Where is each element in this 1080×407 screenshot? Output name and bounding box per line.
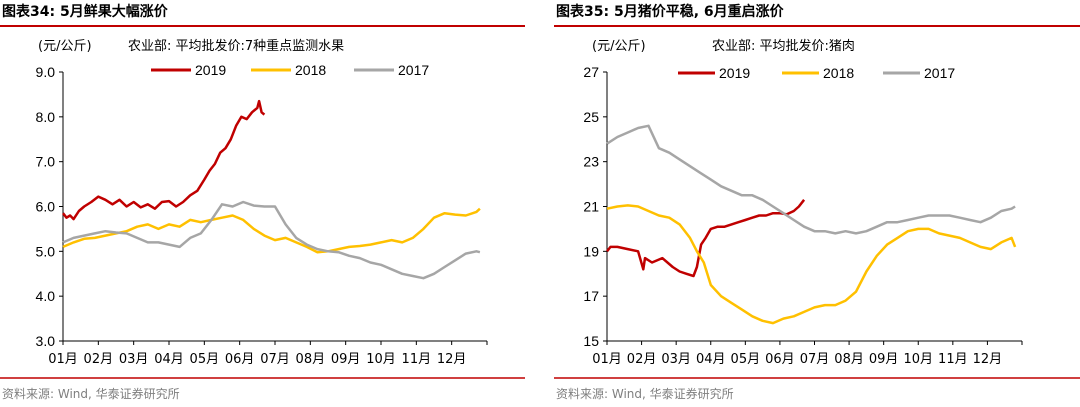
x-tick-label: 06月 xyxy=(225,352,255,367)
x-tick-label: 10月 xyxy=(366,352,396,367)
source-note: 资料来源: Wind, 华泰证券研究所 xyxy=(556,386,734,401)
legend-label-2019: 2019 xyxy=(195,62,226,78)
chart-panel-right: 图表35: 5月猪价平稳, 6月重启涨价 (元/公斤) 农业部: 平均批发价:猪… xyxy=(554,3,1080,401)
series-line-2017 xyxy=(62,200,481,280)
chart-subtitle: 农业部: 平均批发价:猪肉 xyxy=(712,38,855,54)
chart-title: 图表35: 5月猪价平稳, 6月重启涨价 xyxy=(556,3,785,20)
x-tick-label: 12月 xyxy=(973,352,1003,367)
legend-label-2019: 2019 xyxy=(719,65,750,81)
x-tick-label: 04月 xyxy=(696,352,726,367)
x-tick-label: 03月 xyxy=(119,352,149,367)
x-tick-label: 05月 xyxy=(731,352,761,367)
unit-label: (元/公斤) xyxy=(38,39,92,54)
y-tick-label: 23 xyxy=(583,154,599,170)
y-tick-label: 17 xyxy=(583,288,599,304)
y-tick-label: 7.0 xyxy=(36,154,56,170)
y-tick-label: 27 xyxy=(583,64,599,80)
x-tick-label: 02月 xyxy=(84,352,114,367)
y-tick-label: 19 xyxy=(583,243,599,259)
y-tick-label: 15 xyxy=(583,333,599,349)
x-tick-label: 12月 xyxy=(437,352,467,367)
x-tick-label: 01月 xyxy=(592,352,622,367)
chart-title: 图表34: 5月鲜果大幅涨价 xyxy=(2,3,169,20)
y-tick-label: 6.0 xyxy=(36,199,56,215)
series-line-2019 xyxy=(606,199,806,278)
y-tick-label: 8.0 xyxy=(36,109,56,125)
y-tick-label: 25 xyxy=(583,109,599,125)
x-tick-label: 03月 xyxy=(661,352,691,367)
series-line-2018 xyxy=(62,207,481,254)
x-tick-label: 04月 xyxy=(154,352,184,367)
legend-label-2017: 2017 xyxy=(924,65,955,81)
x-tick-label: 02月 xyxy=(627,352,657,367)
y-tick-label: 4.0 xyxy=(36,288,56,304)
series-line-2017 xyxy=(606,124,1016,235)
x-tick-label: 08月 xyxy=(296,352,326,367)
source-note: 资料来源: Wind, 华泰证券研究所 xyxy=(2,386,180,401)
x-tick-label: 09月 xyxy=(331,352,361,367)
legend-label-2018: 2018 xyxy=(823,65,854,81)
x-tick-label: 01月 xyxy=(48,352,78,367)
y-tick-label: 9.0 xyxy=(36,64,56,80)
legend-label-2018: 2018 xyxy=(295,62,326,78)
x-tick-label: 08月 xyxy=(834,352,864,367)
unit-label: (元/公斤) xyxy=(592,39,646,54)
x-tick-label: 11月 xyxy=(938,352,968,367)
chart-panel-left: 图表34: 5月鲜果大幅涨价 (元/公斤) 农业部: 平均批发价:7种重点监测水… xyxy=(0,3,525,401)
chart-subtitle: 农业部: 平均批发价:7种重点监测水果 xyxy=(128,38,344,54)
x-tick-label: 11月 xyxy=(402,352,432,367)
x-tick-label: 09月 xyxy=(869,352,899,367)
legend-label-2017: 2017 xyxy=(398,62,429,78)
x-tick-label: 05月 xyxy=(190,352,220,367)
plot-area: 15 17 19 21 23 25 27 01月 02月 03月 04月 05月 06月 07月 08月 09… xyxy=(583,64,1023,367)
y-tick-label: 3.0 xyxy=(36,333,56,349)
y-tick-label: 21 xyxy=(583,199,599,215)
series-line-2019 xyxy=(62,99,266,221)
series-line-2018 xyxy=(606,204,1017,325)
x-tick-label: 07月 xyxy=(260,352,290,367)
x-tick-label: 07月 xyxy=(800,352,830,367)
plot-area: 3.0 4.0 5.0 6.0 7.0 8.0 9.0 01月 02月 03月 04月 05月 06月 0… xyxy=(36,62,488,367)
y-tick-label: 5.0 xyxy=(36,243,56,259)
x-tick-label: 10月 xyxy=(903,352,933,367)
x-tick-label: 06月 xyxy=(765,352,795,367)
